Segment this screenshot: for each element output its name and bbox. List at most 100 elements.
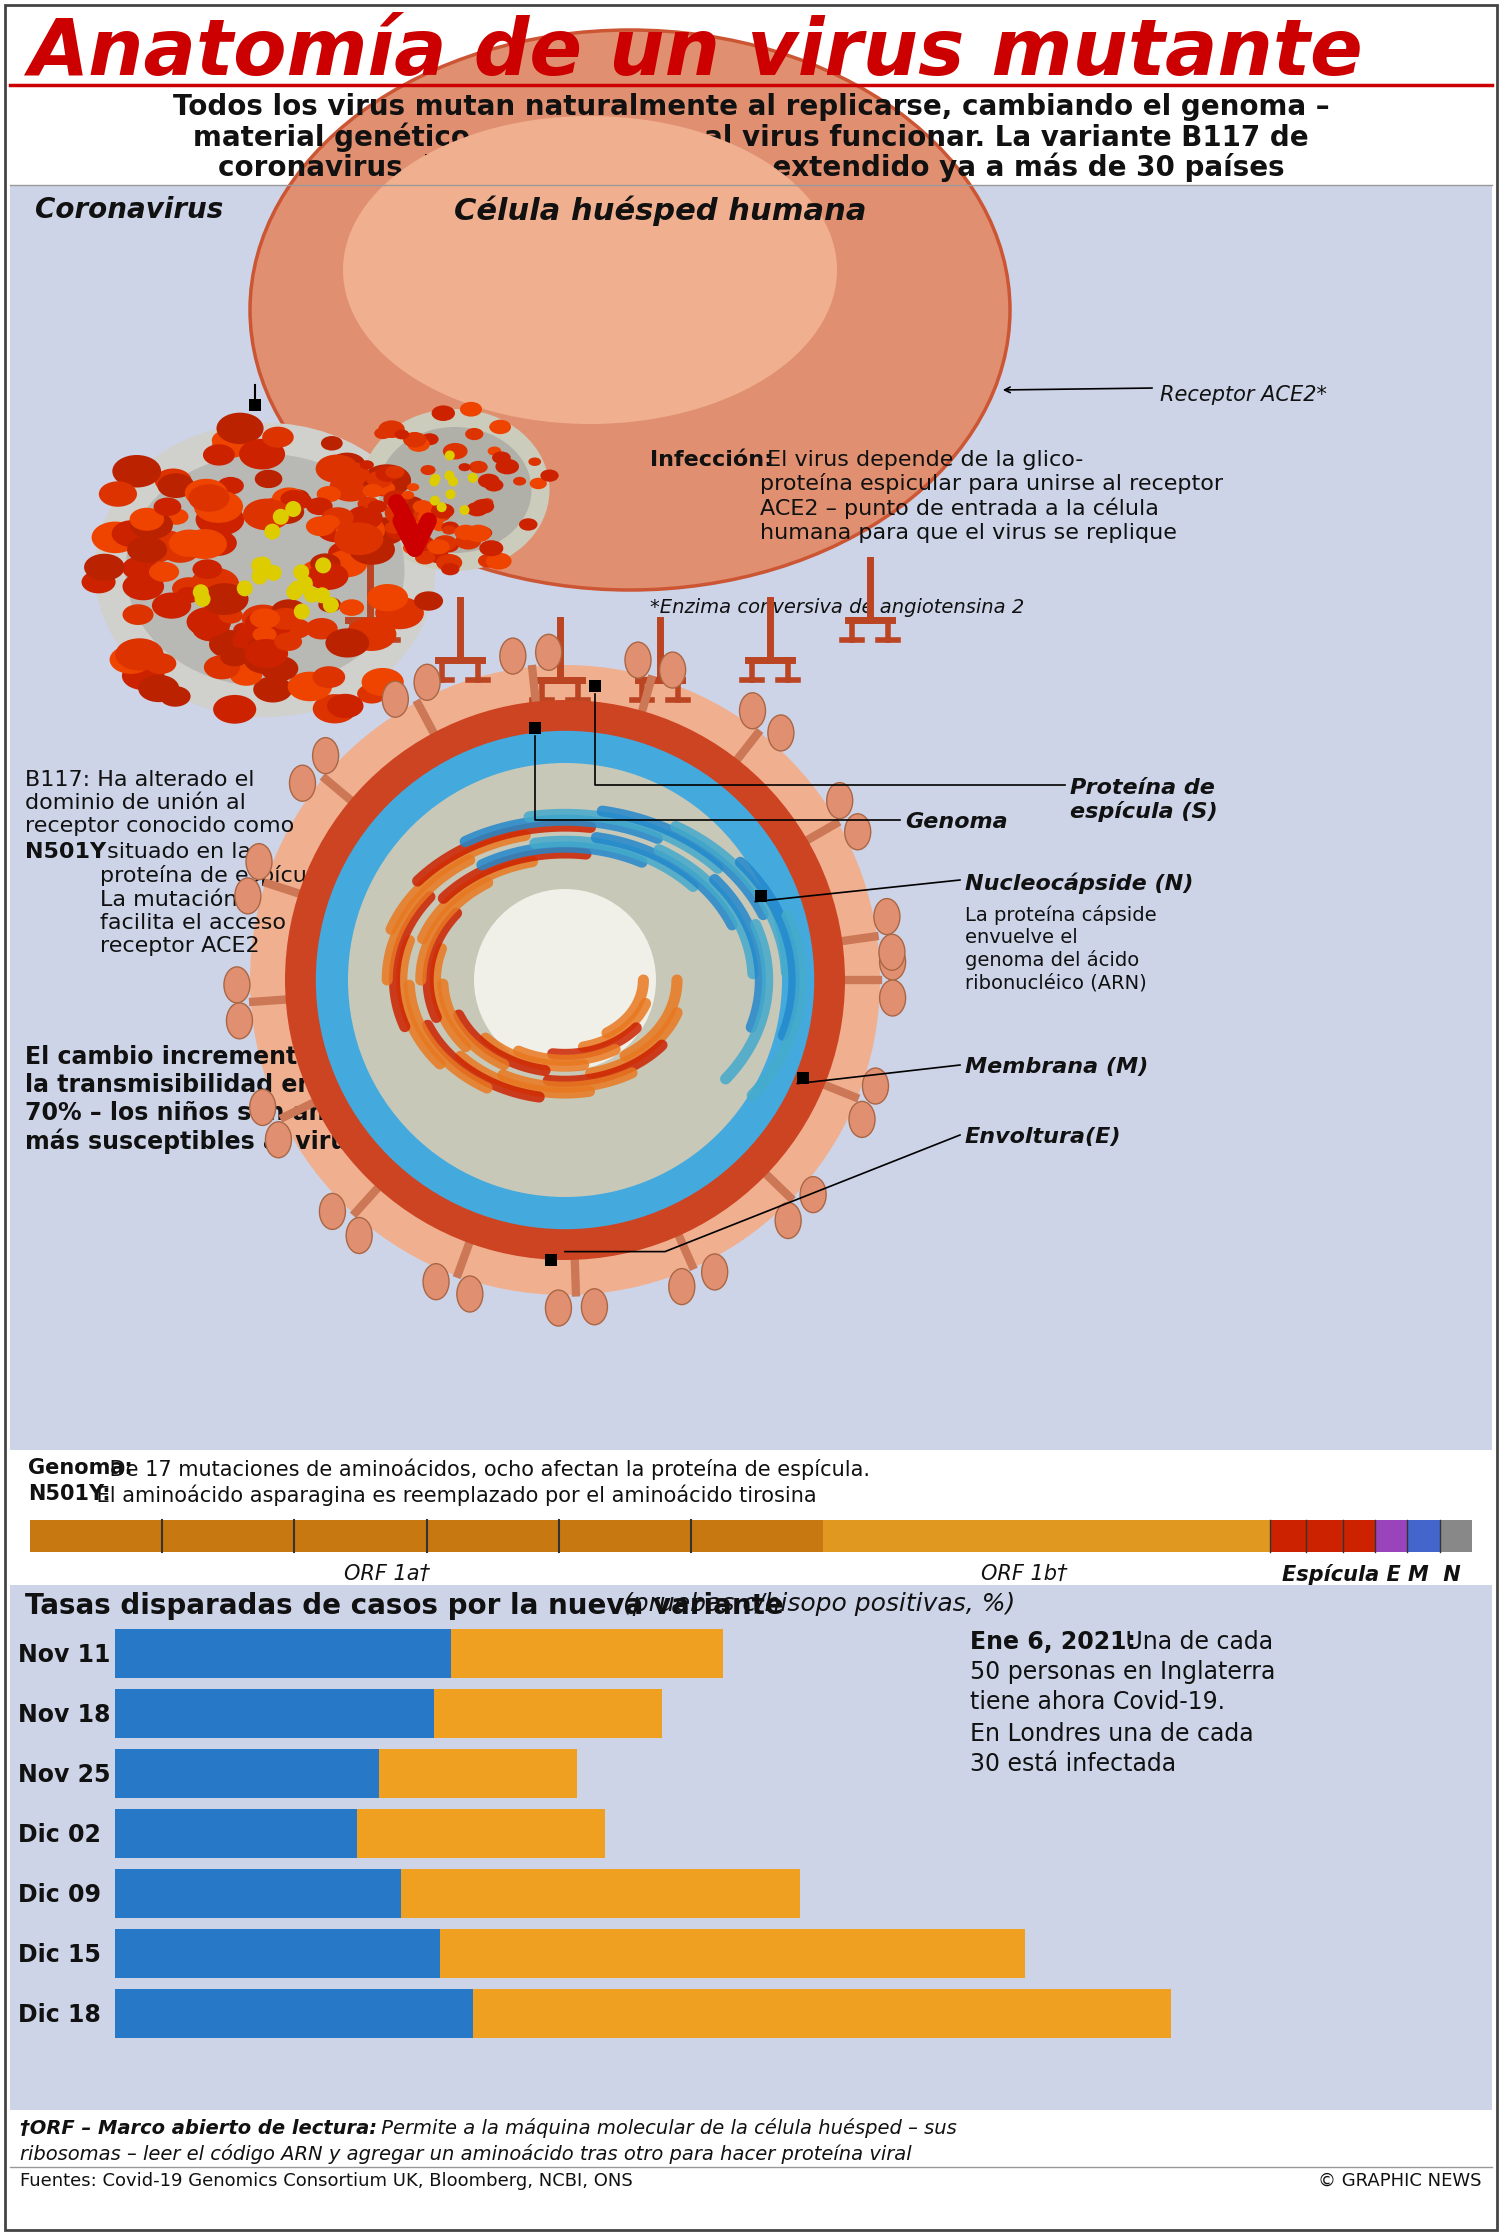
Ellipse shape <box>212 434 249 458</box>
Ellipse shape <box>270 599 306 624</box>
Text: De 17 mutaciones de aminoácidos, ocho afectan la proteína de espícula.: De 17 mutaciones de aminoácidos, ocho af… <box>104 1457 870 1480</box>
Text: 2,54: 2,54 <box>1107 2003 1166 2027</box>
Text: Dic 02: Dic 02 <box>18 1824 101 1846</box>
Ellipse shape <box>374 481 395 496</box>
Ellipse shape <box>701 1254 727 1290</box>
Text: © GRAPHIC NEWS: © GRAPHIC NEWS <box>1319 2172 1482 2190</box>
Text: Coronavirus: Coronavirus <box>35 197 224 224</box>
Ellipse shape <box>306 516 335 536</box>
Ellipse shape <box>385 501 425 525</box>
Circle shape <box>297 577 312 592</box>
Text: 0,99: 0,99 <box>658 1643 716 1667</box>
Ellipse shape <box>134 536 176 563</box>
Text: Anatomía de un virus mutante: Anatomía de un virus mutante <box>29 16 1362 92</box>
Ellipse shape <box>84 554 125 581</box>
Bar <box>379 1748 577 1797</box>
Bar <box>1271 1520 1307 1551</box>
Ellipse shape <box>421 465 436 476</box>
Ellipse shape <box>285 700 846 1261</box>
Bar <box>116 1690 434 1739</box>
Ellipse shape <box>345 1218 372 1254</box>
Ellipse shape <box>113 456 161 487</box>
Text: 1,22: 1,22 <box>386 1643 445 1667</box>
Ellipse shape <box>385 521 403 534</box>
Ellipse shape <box>176 588 201 603</box>
Ellipse shape <box>430 507 451 521</box>
Ellipse shape <box>376 465 400 483</box>
Circle shape <box>315 557 330 574</box>
Ellipse shape <box>245 608 291 639</box>
Ellipse shape <box>478 474 500 487</box>
Bar <box>116 1989 473 2038</box>
Ellipse shape <box>668 1269 695 1305</box>
Ellipse shape <box>333 523 383 554</box>
Ellipse shape <box>288 673 332 702</box>
Ellipse shape <box>149 561 179 581</box>
Circle shape <box>252 565 269 581</box>
Text: Nov 18: Nov 18 <box>18 1703 111 1728</box>
Ellipse shape <box>379 427 532 552</box>
Ellipse shape <box>155 682 177 697</box>
Text: 2,13: 2,13 <box>961 1942 1020 1967</box>
Circle shape <box>430 476 439 487</box>
Circle shape <box>293 563 309 581</box>
Ellipse shape <box>315 454 359 483</box>
Ellipse shape <box>188 485 230 512</box>
Ellipse shape <box>880 943 906 979</box>
Text: N501Y: N501Y <box>26 843 107 863</box>
Ellipse shape <box>431 405 455 420</box>
Ellipse shape <box>287 492 312 510</box>
Bar <box>440 1929 1026 1978</box>
Text: Genoma: Genoma <box>906 811 1008 831</box>
Ellipse shape <box>317 485 341 503</box>
Ellipse shape <box>266 1122 291 1158</box>
Text: En Londres una de cada: En Londres una de cada <box>970 1721 1254 1746</box>
Ellipse shape <box>327 693 363 717</box>
Ellipse shape <box>413 501 433 514</box>
Ellipse shape <box>360 409 550 570</box>
Ellipse shape <box>264 496 287 512</box>
Text: B117: Ha alterado el
dominio de unión al
receptor conocido como: B117: Ha alterado el dominio de unión al… <box>26 771 294 836</box>
Text: ORF 1a†: ORF 1a† <box>344 1564 430 1585</box>
Ellipse shape <box>312 738 338 773</box>
Ellipse shape <box>272 487 306 510</box>
Ellipse shape <box>245 639 288 668</box>
Text: ribosomas – leer el código ARN y agregar un aminoácido tras otro para hacer prot: ribosomas – leer el código ARN y agregar… <box>20 2143 912 2163</box>
Ellipse shape <box>201 583 248 615</box>
Ellipse shape <box>239 438 285 469</box>
Text: tiene ahora Covid-19.: tiene ahora Covid-19. <box>970 1690 1226 1714</box>
Ellipse shape <box>312 695 356 724</box>
Text: 1,18: 1,18 <box>376 1942 434 1967</box>
Circle shape <box>273 510 288 525</box>
Bar <box>116 1929 440 1978</box>
Ellipse shape <box>413 505 443 525</box>
Ellipse shape <box>260 655 299 682</box>
Ellipse shape <box>407 483 419 492</box>
Ellipse shape <box>386 465 404 478</box>
Ellipse shape <box>431 503 454 519</box>
Text: Todos los virus mutan naturalmente al replicarse, cambiando el genoma –: Todos los virus mutan naturalmente al re… <box>173 94 1329 121</box>
Text: 30 está infectada: 30 está infectada <box>970 1752 1176 1777</box>
Ellipse shape <box>403 431 427 447</box>
Text: 1,45: 1,45 <box>736 1884 793 1906</box>
Bar <box>1440 1520 1472 1551</box>
Ellipse shape <box>473 527 493 539</box>
Circle shape <box>303 586 320 603</box>
Text: Genoma:: Genoma: <box>29 1457 132 1477</box>
Ellipse shape <box>775 1202 801 1238</box>
Ellipse shape <box>801 1176 826 1214</box>
Ellipse shape <box>320 1193 345 1229</box>
Bar <box>451 1629 722 1678</box>
Ellipse shape <box>335 514 385 548</box>
Ellipse shape <box>269 608 302 630</box>
Ellipse shape <box>768 715 795 751</box>
Ellipse shape <box>209 630 252 659</box>
Ellipse shape <box>458 463 470 472</box>
Text: 0,88: 0,88 <box>293 1824 351 1846</box>
Circle shape <box>251 557 267 572</box>
Ellipse shape <box>131 512 173 539</box>
Circle shape <box>445 451 455 460</box>
Ellipse shape <box>395 429 410 440</box>
Ellipse shape <box>436 554 463 572</box>
Ellipse shape <box>454 525 478 541</box>
